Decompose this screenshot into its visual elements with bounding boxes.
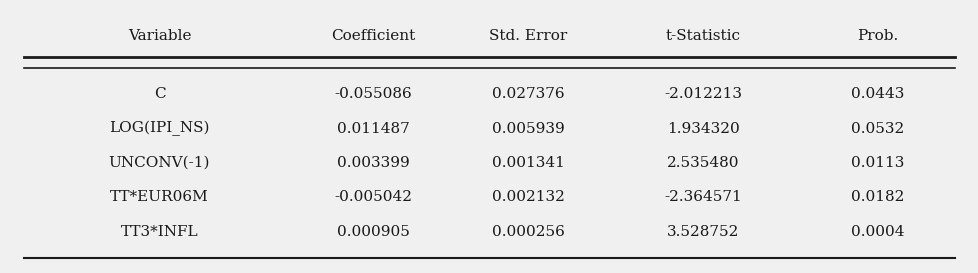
Text: C: C: [154, 87, 165, 101]
Text: 0.005939: 0.005939: [492, 121, 564, 136]
Text: 0.001341: 0.001341: [491, 156, 564, 170]
Text: 0.027376: 0.027376: [492, 87, 564, 101]
Text: t-Statistic: t-Statistic: [665, 29, 739, 43]
Text: 0.0113: 0.0113: [850, 156, 904, 170]
Text: 0.003399: 0.003399: [336, 156, 409, 170]
Text: Prob.: Prob.: [857, 29, 898, 43]
Text: UNCONV(-1): UNCONV(-1): [109, 156, 210, 170]
Text: TT*EUR06M: TT*EUR06M: [110, 190, 208, 204]
Text: 0.0443: 0.0443: [850, 87, 904, 101]
Text: 3.528752: 3.528752: [666, 225, 738, 239]
Text: Std. Error: Std. Error: [489, 29, 567, 43]
Text: 0.0182: 0.0182: [850, 190, 904, 204]
Text: LOG(IPI_NS): LOG(IPI_NS): [110, 121, 209, 136]
Text: Coefficient: Coefficient: [331, 29, 415, 43]
Text: -2.364571: -2.364571: [663, 190, 741, 204]
Text: -0.055086: -0.055086: [333, 87, 412, 101]
Text: 0.000256: 0.000256: [491, 225, 564, 239]
Text: 0.002132: 0.002132: [491, 190, 564, 204]
Text: 1.934320: 1.934320: [666, 121, 738, 136]
Text: 0.0532: 0.0532: [850, 121, 904, 136]
Text: 2.535480: 2.535480: [666, 156, 738, 170]
Text: -2.012213: -2.012213: [663, 87, 741, 101]
Text: Variable: Variable: [127, 29, 191, 43]
Text: 0.011487: 0.011487: [336, 121, 409, 136]
Text: -0.005042: -0.005042: [333, 190, 412, 204]
Text: 0.0004: 0.0004: [850, 225, 904, 239]
Text: 0.000905: 0.000905: [336, 225, 409, 239]
Text: TT3*INFL: TT3*INFL: [120, 225, 199, 239]
